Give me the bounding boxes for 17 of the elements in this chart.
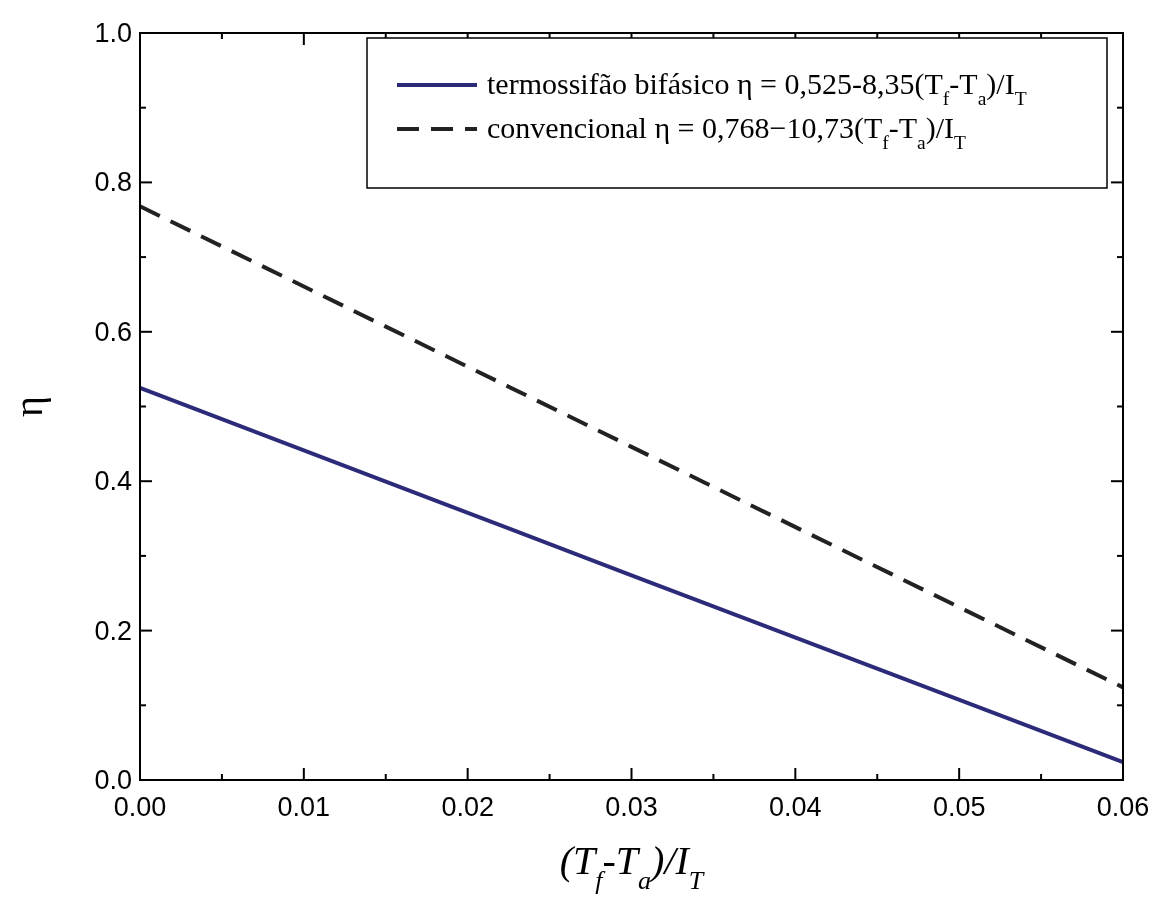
y-tick-label: 0.2 — [94, 615, 132, 646]
x-tick-label: 0.02 — [441, 792, 494, 822]
x-axis-title: (T$_{f}$-T$_{a}$)/I$_{T}$ — [559, 838, 705, 895]
x-tick-label: 0.03 — [605, 792, 658, 822]
x-tick-label: 0.04 — [769, 792, 822, 822]
legend-label: convencional η = 0,768−10,73(T$_{f}$-T$_{a}$)/I$_{T}$ — [487, 111, 967, 153]
legend-label: termossifão bifásico η = 0,525-8,35(T$_{f}$-T$_{a}$)/I$_{T}$ — [487, 67, 1027, 109]
x-tick-label: 0.05 — [932, 792, 986, 822]
y-tick-label: 0.0 — [94, 765, 132, 795]
x-tick-label: 0.00 — [113, 792, 167, 822]
x-tick-label: 0.06 — [1096, 792, 1150, 822]
y-tick-label: 1.0 — [94, 18, 132, 48]
y-tick-label: 0.8 — [94, 167, 132, 198]
y-axis-title: η — [6, 396, 51, 417]
x-tick-label: 0.01 — [277, 792, 331, 822]
y-tick-label: 0.6 — [94, 316, 132, 347]
y-tick-label: 0.4 — [94, 466, 132, 497]
